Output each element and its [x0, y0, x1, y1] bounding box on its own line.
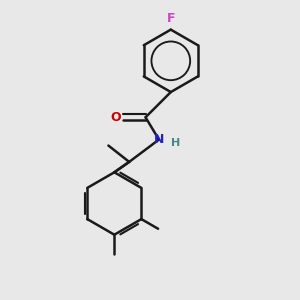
Text: O: O: [110, 111, 121, 124]
Text: F: F: [167, 12, 175, 25]
Text: H: H: [171, 138, 180, 148]
Text: N: N: [154, 133, 164, 146]
